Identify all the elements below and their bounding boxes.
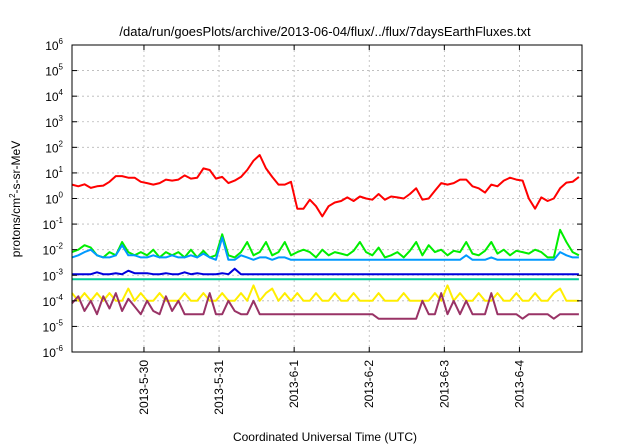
y-axis-label-part: -s-sr-MeV xyxy=(9,141,23,194)
y-tick-exponent: -3 xyxy=(56,267,64,276)
y-axis-label: protons/cm2-s-sr-MeV xyxy=(8,141,23,257)
y-tick-base: 10 xyxy=(43,218,57,232)
x-tick-label: 2013-6-2 xyxy=(362,360,376,408)
y-tick-label: 100 xyxy=(45,191,63,207)
y-tick-exponent: -1 xyxy=(56,216,64,225)
y-tick-label: 10-3 xyxy=(43,267,64,283)
series-line-3 xyxy=(71,236,579,261)
x-tick-label: 2013-6-4 xyxy=(512,360,526,408)
chart-title: /data/run/goesPlots/archive/2013-06-04/f… xyxy=(119,24,531,39)
x-tick-label: 2013-5-30 xyxy=(137,360,151,415)
y-tick-exponent: -2 xyxy=(56,242,64,251)
y-tick-exponent: -5 xyxy=(56,318,64,327)
y-axis-label-part: protons/cm xyxy=(9,198,23,257)
y-tick-label: 106 xyxy=(45,37,63,53)
y-tick-base: 10 xyxy=(43,346,57,360)
y-tick-base: 10 xyxy=(45,39,59,53)
x-axis-label: Coordinated Universal Time (UTC) xyxy=(233,430,417,444)
y-tick-exponent: 2 xyxy=(59,139,64,148)
series-line-4 xyxy=(72,267,579,276)
series-line-6 xyxy=(71,284,579,302)
y-tick-base: 10 xyxy=(45,116,59,130)
y-tick-exponent: 1 xyxy=(59,165,64,174)
y-tick-label: 10-5 xyxy=(43,318,64,334)
y-tick-label: 10-4 xyxy=(43,293,64,309)
y-axis: 10-610-510-410-310-210-11001011021031041… xyxy=(43,37,582,360)
y-tick-label: 105 xyxy=(45,63,63,79)
series-line-1 xyxy=(71,154,580,218)
y-tick-base: 10 xyxy=(45,90,59,104)
y-tick-base: 10 xyxy=(45,141,59,155)
y-tick-exponent: -6 xyxy=(56,344,64,353)
grid xyxy=(72,45,582,352)
y-tick-label: 101 xyxy=(45,165,63,181)
x-tick-label: 2013-6-1 xyxy=(287,360,301,408)
y-tick-exponent: 6 xyxy=(59,37,64,46)
x-tick-label: 2013-6-3 xyxy=(437,360,451,408)
y-tick-label: 103 xyxy=(45,114,63,130)
series-layer xyxy=(71,154,580,320)
y-tick-label: 104 xyxy=(45,88,63,104)
series-line-2 xyxy=(71,228,580,259)
y-tick-exponent: 0 xyxy=(59,191,64,200)
y-tick-label: 10-1 xyxy=(43,216,64,232)
y-tick-exponent: 4 xyxy=(59,88,64,97)
y-tick-base: 10 xyxy=(43,269,57,283)
y-tick-base: 10 xyxy=(45,193,59,207)
y-tick-label: 10-6 xyxy=(43,344,64,360)
series-line-7 xyxy=(71,292,579,320)
y-tick-label: 102 xyxy=(45,139,63,155)
y-tick-base: 10 xyxy=(45,65,59,79)
y-tick-exponent: -4 xyxy=(56,293,64,302)
y-tick-label: 10-2 xyxy=(43,242,64,258)
y-tick-exponent: 5 xyxy=(59,63,64,72)
y-tick-base: 10 xyxy=(45,167,59,181)
y-tick-exponent: 3 xyxy=(59,114,64,123)
x-axis: 2013-5-30 2013-5-31 2013-6-1 2013-6-2 2013-6… xyxy=(137,45,526,415)
x-tick-label: 2013-5-31 xyxy=(212,360,226,415)
y-tick-base: 10 xyxy=(43,244,57,258)
y-tick-base: 10 xyxy=(43,295,57,309)
y-axis-label-exponent: 2 xyxy=(8,193,17,198)
y-tick-base: 10 xyxy=(43,320,57,334)
